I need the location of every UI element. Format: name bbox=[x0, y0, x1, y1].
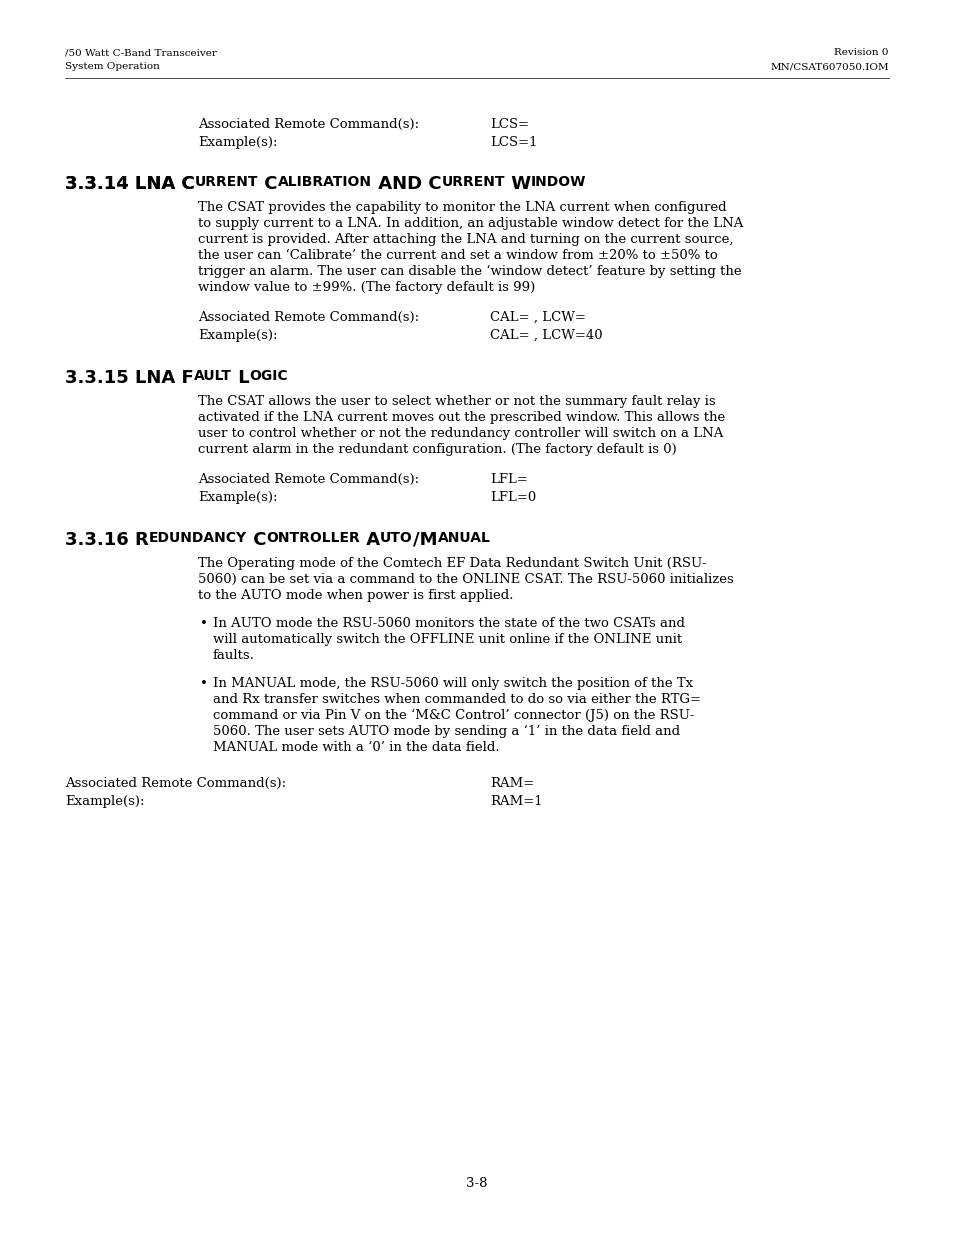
Text: EDUNDANCY: EDUNDANCY bbox=[149, 531, 247, 545]
Text: will automatically switch the OFFLINE unit online if the ONLINE unit: will automatically switch the OFFLINE un… bbox=[213, 634, 681, 646]
Text: Associated Remote Command(s):: Associated Remote Command(s): bbox=[65, 777, 286, 790]
Text: faults.: faults. bbox=[213, 650, 254, 662]
Text: 5060) can be set via a command to the ONLINE CSAT. The RSU-5060 initializes: 5060) can be set via a command to the ON… bbox=[198, 573, 733, 585]
Text: URRENT: URRENT bbox=[441, 175, 504, 189]
Text: 5060. The user sets AUTO mode by sending a ‘1’ in the data field and: 5060. The user sets AUTO mode by sending… bbox=[213, 725, 679, 739]
Text: UTO: UTO bbox=[380, 531, 413, 545]
Text: OGIC: OGIC bbox=[249, 369, 288, 383]
Text: MANUAL mode with a ‘0’ in the data field.: MANUAL mode with a ‘0’ in the data field… bbox=[213, 741, 499, 755]
Text: Associated Remote Command(s):: Associated Remote Command(s): bbox=[198, 119, 418, 131]
Text: 3.3.14 LNA C: 3.3.14 LNA C bbox=[65, 175, 194, 193]
Text: RAM=1: RAM=1 bbox=[490, 795, 542, 808]
Text: current alarm in the redundant configuration. (The factory default is 0): current alarm in the redundant configura… bbox=[198, 443, 676, 456]
Text: The CSAT provides the capability to monitor the LNA current when configured: The CSAT provides the capability to moni… bbox=[198, 201, 726, 214]
Text: The Operating mode of the Comtech EF Data Redundant Switch Unit (RSU-: The Operating mode of the Comtech EF Dat… bbox=[198, 557, 706, 571]
Text: CAL= , LCW=: CAL= , LCW= bbox=[490, 311, 585, 324]
Text: Example(s):: Example(s): bbox=[198, 329, 277, 342]
Text: L: L bbox=[232, 369, 249, 387]
Text: AND C: AND C bbox=[372, 175, 441, 193]
Text: activated if the LNA current moves out the prescribed window. This allows the: activated if the LNA current moves out t… bbox=[198, 411, 724, 424]
Text: The CSAT allows the user to select whether or not the summary fault relay is: The CSAT allows the user to select wheth… bbox=[198, 395, 715, 408]
Text: current is provided. After attaching the LNA and turning on the current source,: current is provided. After attaching the… bbox=[198, 233, 733, 246]
Text: /M: /M bbox=[413, 531, 437, 550]
Text: window value to ±99%. (The factory default is 99): window value to ±99%. (The factory defau… bbox=[198, 282, 535, 294]
Text: to supply current to a LNA. In addition, an adjustable window detect for the LNA: to supply current to a LNA. In addition,… bbox=[198, 217, 742, 230]
Text: LFL=0: LFL=0 bbox=[490, 492, 536, 504]
Text: In AUTO mode the RSU-5060 monitors the state of the two CSATs and: In AUTO mode the RSU-5060 monitors the s… bbox=[213, 618, 684, 630]
Text: In MANUAL mode, the RSU-5060 will only switch the position of the Tx: In MANUAL mode, the RSU-5060 will only s… bbox=[213, 677, 693, 690]
Text: ALIBRATION: ALIBRATION bbox=[277, 175, 372, 189]
Text: command or via Pin V on the ‘M&C Control’ connector (J5) on the RSU-: command or via Pin V on the ‘M&C Control… bbox=[213, 709, 694, 722]
Text: 3.3.15 LNA F: 3.3.15 LNA F bbox=[65, 369, 193, 387]
Text: LCS=1: LCS=1 bbox=[490, 136, 537, 149]
Text: LCS=: LCS= bbox=[490, 119, 529, 131]
Text: AULT: AULT bbox=[193, 369, 232, 383]
Text: Associated Remote Command(s):: Associated Remote Command(s): bbox=[198, 473, 418, 487]
Text: Revision 0: Revision 0 bbox=[834, 48, 888, 57]
Text: the user can ‘Calibrate’ the current and set a window from ±20% to ±50% to: the user can ‘Calibrate’ the current and… bbox=[198, 249, 717, 262]
Text: System Operation: System Operation bbox=[65, 62, 160, 70]
Text: A: A bbox=[359, 531, 380, 550]
Text: RAM=: RAM= bbox=[490, 777, 534, 790]
Text: INDOW: INDOW bbox=[531, 175, 586, 189]
Text: 3.3.14 LNA C: 3.3.14 LNA C bbox=[65, 175, 194, 193]
Text: URRENT: URRENT bbox=[194, 175, 258, 189]
Text: CAL= , LCW=40: CAL= , LCW=40 bbox=[490, 329, 602, 342]
Text: trigger an alarm. The user can disable the ‘window detect’ feature by setting th: trigger an alarm. The user can disable t… bbox=[198, 266, 740, 278]
Text: Associated Remote Command(s):: Associated Remote Command(s): bbox=[198, 311, 418, 324]
Text: C: C bbox=[258, 175, 277, 193]
Text: to the AUTO mode when power is first applied.: to the AUTO mode when power is first app… bbox=[198, 589, 513, 601]
Text: •: • bbox=[200, 677, 208, 690]
Text: Example(s):: Example(s): bbox=[198, 492, 277, 504]
Text: Example(s):: Example(s): bbox=[65, 795, 144, 808]
Text: 3.3.16 R: 3.3.16 R bbox=[65, 531, 149, 550]
Text: •: • bbox=[200, 618, 208, 630]
Text: C: C bbox=[247, 531, 266, 550]
Text: /50 Watt C-Band Transceiver: /50 Watt C-Band Transceiver bbox=[65, 48, 216, 57]
Text: W: W bbox=[504, 175, 531, 193]
Text: ONTROLLER: ONTROLLER bbox=[266, 531, 359, 545]
Text: Example(s):: Example(s): bbox=[198, 136, 277, 149]
Text: and Rx transfer switches when commanded to do so via either the RTG=: and Rx transfer switches when commanded … bbox=[213, 693, 700, 706]
Text: user to control whether or not the redundancy controller will switch on a LNA: user to control whether or not the redun… bbox=[198, 427, 722, 440]
Text: ANUAL: ANUAL bbox=[437, 531, 490, 545]
Text: MN/CSAT607050.IOM: MN/CSAT607050.IOM bbox=[770, 62, 888, 70]
Text: LFL=: LFL= bbox=[490, 473, 527, 487]
Text: 3-8: 3-8 bbox=[466, 1177, 487, 1191]
